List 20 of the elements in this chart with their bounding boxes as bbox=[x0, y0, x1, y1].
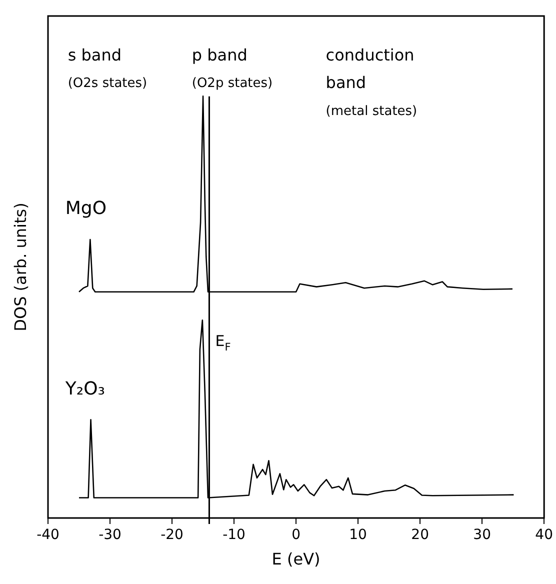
x-tick-label: 0 bbox=[292, 527, 301, 544]
x-tick-label: -10 bbox=[222, 527, 246, 544]
text: conduction bbox=[326, 45, 414, 64]
x-tick-label: 40 bbox=[535, 527, 554, 544]
x-tick-label: -40 bbox=[36, 527, 60, 544]
annotation: (metal states) bbox=[326, 104, 418, 119]
x-tick-label: -20 bbox=[160, 527, 184, 544]
series-label: Y₂O₃ bbox=[64, 378, 105, 400]
x-tick-label: -30 bbox=[98, 527, 122, 544]
text: (O2s states) bbox=[68, 76, 148, 92]
x-tick-label: 20 bbox=[411, 527, 429, 544]
x-tick-label: 10 bbox=[349, 527, 367, 544]
text: p band bbox=[192, 45, 248, 64]
text: (O2p states) bbox=[192, 76, 273, 92]
text: band bbox=[326, 72, 366, 92]
text: s band bbox=[68, 45, 122, 64]
x-tick-label: 30 bbox=[473, 527, 491, 544]
x-axis-title: E (eV) bbox=[272, 550, 320, 569]
y-axis-title: DOS (arb. units) bbox=[11, 202, 30, 332]
series-label: MgO bbox=[65, 198, 106, 220]
